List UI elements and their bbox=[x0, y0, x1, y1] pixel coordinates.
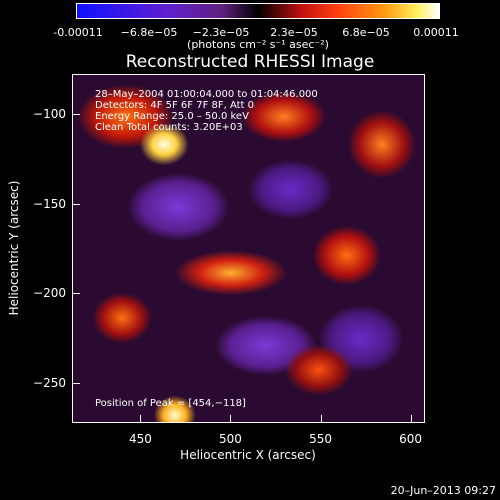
x-tick-mark bbox=[230, 415, 232, 422]
colorbar-tick-label: 2.3e−05 bbox=[270, 26, 318, 39]
x-tick-mark bbox=[320, 415, 322, 422]
plot-area: 28–May–2004 01:00:04.000 to 01:04:46.000… bbox=[72, 74, 425, 423]
x-tick-label: 500 bbox=[219, 432, 242, 446]
annotation-peak: Position of Peak = [454,−118] bbox=[95, 398, 246, 409]
colorbar-tick-label: −2.3e−05 bbox=[192, 26, 250, 39]
annotation-clean: Clean Total counts: 3.20E+03 bbox=[95, 122, 243, 133]
y-tick-mark bbox=[73, 113, 80, 115]
x-tick-mark bbox=[410, 415, 412, 422]
timestamp: 20–Jun–2013 09:27 bbox=[390, 484, 496, 497]
x-tick-label: 600 bbox=[399, 432, 423, 446]
x-tick-label: 450 bbox=[128, 432, 152, 446]
y-axis-label: Heliocentric Y (arcsec) bbox=[7, 180, 21, 316]
colorbar-tick-label: -0.00011 bbox=[53, 26, 103, 39]
y-tick-label: −150 bbox=[33, 196, 66, 211]
y-tick-mark bbox=[73, 293, 80, 295]
colorbar bbox=[76, 3, 440, 19]
x-tick-label: 550 bbox=[309, 432, 332, 446]
colorbar-tick-label: −6.8e−05 bbox=[120, 26, 178, 39]
annotation-energy: Energy Range: 25.0 – 50.0 keV bbox=[95, 111, 249, 122]
annotation-detectors: Detectors: 4F 5F 6F 7F 8F, Att 0 bbox=[95, 100, 255, 111]
colorbar-tick-label: 6.8e−05 bbox=[342, 26, 390, 39]
y-tick-label: −250 bbox=[33, 376, 66, 391]
y-tick-mark bbox=[73, 203, 80, 205]
colorbar-tick-label: 0.00011 bbox=[413, 26, 459, 39]
chart-title: Reconstructed RHESSI Image bbox=[125, 52, 375, 72]
heatmap-image bbox=[73, 75, 424, 422]
x-tick-mark bbox=[140, 415, 142, 422]
y-tick-label: −200 bbox=[33, 286, 66, 301]
x-axis-label: Heliocentric X (arcsec) bbox=[180, 448, 316, 462]
y-tick-mark bbox=[73, 383, 80, 385]
y-tick-label: −100 bbox=[33, 106, 66, 121]
colorbar-units: (photons cm⁻² s⁻¹ asec⁻²) bbox=[187, 38, 329, 51]
annotation-time: 28–May–2004 01:00:04.000 to 01:04:46.000 bbox=[95, 89, 318, 100]
